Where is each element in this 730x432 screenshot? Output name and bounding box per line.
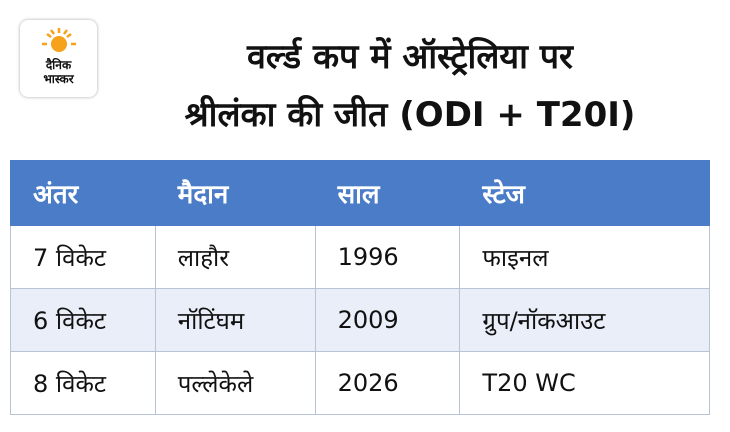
table-row: 8 विकेट पल्लेकेले 2026 T20 WC: [10, 351, 710, 415]
table-cell: लाहौर: [154, 225, 316, 289]
table-cell: 8 विकेट: [10, 351, 156, 415]
table-row: 6 विकेट नॉटिंघम 2009 ग्रुप/नॉकआउट: [10, 288, 710, 352]
table: अंतर मैदान साल स्टेज 7 विकेट लाहौर 1996 फाइनल 6…: [10, 160, 710, 415]
header-cell: साल: [314, 160, 461, 226]
header-cell: अंतर: [10, 160, 156, 226]
title: वर्ल्ड कप में ऑस्ट्रेलिया पर श्रीलंका की…: [110, 28, 710, 144]
title-line: श्रीलंका की जीत (ODI + T20I): [184, 95, 636, 135]
title-line: वर्ल्ड कप में ऑस्ट्रेलिया पर: [247, 37, 573, 77]
header-cell: मैदान: [154, 160, 316, 226]
table-cell: 7 विकेट: [10, 225, 156, 289]
table-cell: नॉटिंघम: [154, 288, 316, 352]
table-cell: फाइनल: [459, 225, 710, 289]
table-cell: पल्लेकेले: [154, 351, 316, 415]
logo-sun: [41, 28, 76, 52]
header-cell: स्टेज: [459, 160, 710, 226]
table-cell: 1996: [314, 225, 461, 289]
logo-text: दैनिक: [45, 58, 72, 72]
table-cell: 6 विकेट: [10, 288, 156, 352]
table-cell: ग्रुप/नॉकआउट: [459, 288, 710, 352]
table-cell: 2009: [314, 288, 461, 352]
header-row: अंतर मैदान साल स्टेज: [10, 160, 710, 226]
logo: दैनिक भास्कर: [20, 20, 97, 97]
table-cell: 2026: [314, 351, 461, 415]
table-row: 7 विकेट लाहौर 1996 फाइनल: [10, 225, 710, 289]
table-body: 7 विकेट लाहौर 1996 फाइनल 6 विकेट नॉटिंघम 2009 ग…: [10, 225, 710, 415]
table-cell: T20 WC: [459, 351, 710, 415]
logo-text: भास्कर: [43, 72, 74, 86]
